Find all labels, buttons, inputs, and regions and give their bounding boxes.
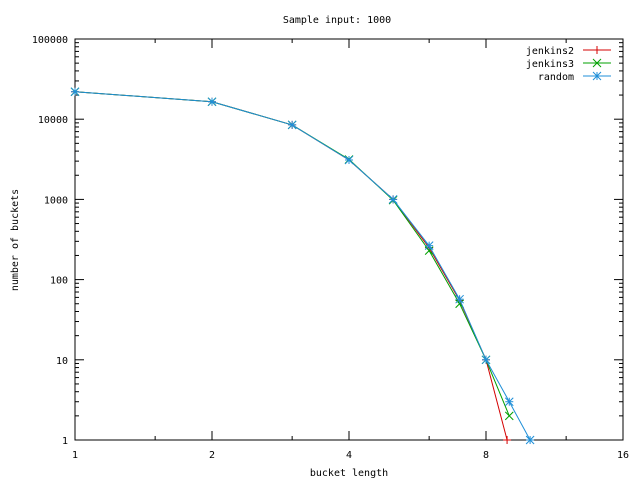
- series-jenkins2: [71, 87, 512, 444]
- marker-stroke: [481, 355, 491, 365]
- data-point-jenkins3: [504, 411, 514, 421]
- y-tick-label: 1000: [44, 195, 68, 206]
- legend: jenkins2 jenkins3 random: [526, 46, 611, 83]
- marker-stroke: [455, 299, 464, 309]
- marker-stroke: [504, 411, 514, 421]
- x-tick-label: 2: [209, 450, 215, 461]
- marker-stroke: [70, 87, 80, 97]
- y-tick-label: 100: [50, 276, 68, 287]
- x-tick-label: 4: [346, 450, 352, 461]
- y-tick-label: 1: [62, 436, 68, 447]
- x-tick-label: 16: [617, 450, 629, 461]
- series-line-random: [74, 91, 531, 441]
- data-point-random: [525, 435, 535, 445]
- data-point-random: [455, 294, 464, 304]
- legend-label-random: random: [538, 72, 574, 83]
- y-tick-label: 10: [56, 356, 68, 367]
- y-tick-label: 100000: [32, 35, 68, 46]
- chart-title: Sample input: 1000: [283, 15, 391, 26]
- series-jenkins3: [70, 87, 514, 421]
- data-point-random: [388, 195, 398, 204]
- data-point-random: [70, 87, 80, 97]
- data-point-random: [504, 397, 514, 407]
- marker-stroke: [455, 294, 464, 304]
- data-point-random: [481, 355, 491, 365]
- series-random: [70, 87, 535, 445]
- marker-stroke: [424, 241, 434, 251]
- x-axis-label: bucket length: [310, 468, 388, 479]
- data-point-random: [207, 97, 217, 107]
- plot-frame: [74, 38, 624, 441]
- data-point-random: [424, 241, 434, 251]
- y-axis: 1 10 100 1000 10000 100000: [32, 35, 623, 447]
- x-axis: 1 2 4 8 16: [72, 39, 629, 461]
- marker-stroke: [592, 58, 602, 68]
- marker-stroke: [504, 397, 514, 407]
- data-point-random: [287, 120, 297, 130]
- legend-label-jenkins2: jenkins2: [526, 46, 574, 57]
- marker-stroke: [388, 195, 398, 204]
- data-point-jenkins2: [503, 436, 512, 444]
- y-tick-label: 10000: [38, 115, 68, 126]
- series-line-jenkins2: [74, 91, 508, 441]
- legend-marker-jenkins2: [593, 46, 601, 54]
- marker-stroke: [525, 435, 535, 445]
- marker-stroke: [592, 71, 602, 81]
- marker-stroke: [344, 155, 354, 165]
- legend-marker-jenkins3: [592, 58, 602, 68]
- x-tick-label: 1: [72, 450, 78, 461]
- series-line-jenkins3: [74, 91, 510, 417]
- marker-stroke: [287, 120, 297, 130]
- y-axis-label: number of buckets: [10, 189, 21, 291]
- series-layer: [70, 87, 535, 445]
- legend-marker-random: [592, 71, 602, 81]
- marker-stroke: [207, 97, 217, 107]
- data-point-random: [344, 155, 354, 165]
- x-tick-label: 8: [483, 450, 489, 461]
- legend-label-jenkins3: jenkins3: [526, 59, 574, 70]
